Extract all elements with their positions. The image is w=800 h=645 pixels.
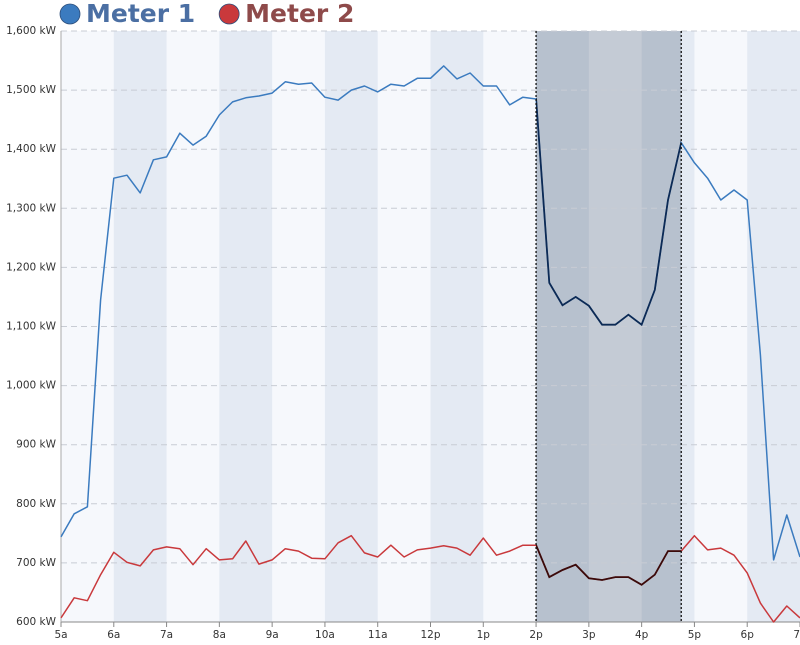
legend-label[interactable]: Meter 1 <box>86 0 195 28</box>
x-tick-label: 3p <box>582 629 596 641</box>
y-tick-label: 1,300 kW <box>6 202 56 214</box>
legend-label[interactable]: Meter 2 <box>245 0 354 28</box>
y-tick-label: 1,600 kW <box>6 25 56 37</box>
x-tick-label: 2p <box>529 629 543 641</box>
x-tick-label: 7a <box>160 629 173 641</box>
x-tick-label: 6a <box>107 629 120 641</box>
x-tick-label: 12p <box>420 629 440 641</box>
y-tick-label: 600 kW <box>16 616 56 628</box>
legend-swatch[interactable] <box>218 3 240 25</box>
selection <box>536 31 682 622</box>
legend-swatch[interactable] <box>59 3 81 25</box>
x-tick-label: 6p <box>741 629 755 641</box>
x-tick-label: 5a <box>54 629 67 641</box>
x-tick-label: 11a <box>368 629 388 641</box>
y-tick-label: 1,100 kW <box>6 321 56 333</box>
y-tick-label: 800 kW <box>16 498 56 510</box>
selected-series-line <box>536 98 682 327</box>
y-tick-label: 1,000 kW <box>6 380 56 392</box>
x-tick-label: 9a <box>266 629 279 641</box>
y-tick-label: 1,400 kW <box>6 143 56 155</box>
x-tick-label: 4p <box>635 629 649 641</box>
x-tick-label: 8a <box>213 629 226 641</box>
x-tick-label: 5p <box>688 629 702 641</box>
y-tick-label: 700 kW <box>16 557 56 569</box>
x-tick-label: 1p <box>477 629 491 641</box>
y-tick-label: 900 kW <box>16 439 56 451</box>
y-tick-label: 1,200 kW <box>6 261 56 273</box>
x-tick-label: 7p <box>793 629 800 641</box>
x-tick-label: 10a <box>315 629 335 641</box>
selected-series-line <box>536 544 682 586</box>
y-tick-label: 1,500 kW <box>6 84 56 96</box>
